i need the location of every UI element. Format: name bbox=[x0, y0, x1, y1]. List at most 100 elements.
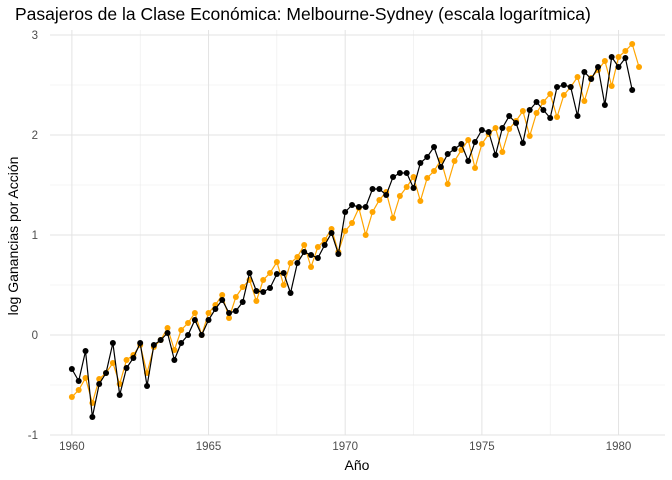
data-point bbox=[219, 297, 226, 303]
data-point bbox=[280, 270, 287, 276]
data-point bbox=[253, 298, 260, 304]
data-point bbox=[171, 357, 178, 363]
data-point bbox=[472, 165, 479, 171]
data-point bbox=[178, 340, 185, 346]
data-point bbox=[574, 74, 581, 80]
data-point bbox=[424, 175, 431, 181]
data-point bbox=[123, 357, 130, 363]
data-point bbox=[239, 284, 246, 290]
data-point bbox=[390, 215, 397, 221]
data-point bbox=[89, 414, 96, 420]
x-tick-label: 1970 bbox=[332, 441, 358, 453]
data-point bbox=[629, 41, 636, 47]
series-0 bbox=[68, 54, 636, 420]
data-point bbox=[301, 242, 308, 248]
y-tick-label: 3 bbox=[32, 30, 38, 42]
data-point bbox=[226, 315, 233, 321]
data-point bbox=[492, 125, 499, 131]
data-point bbox=[636, 64, 643, 70]
y-tick-label: 2 bbox=[32, 130, 38, 142]
data-point bbox=[144, 383, 151, 389]
data-point bbox=[342, 228, 349, 234]
data-point bbox=[308, 264, 315, 270]
data-point bbox=[198, 332, 205, 338]
y-axis-title: log Ganancias por Acción bbox=[5, 157, 21, 316]
data-point bbox=[547, 115, 554, 121]
x-tick-label: 1965 bbox=[196, 441, 222, 453]
data-point bbox=[595, 64, 602, 70]
data-point bbox=[109, 360, 116, 366]
data-point bbox=[191, 317, 198, 323]
data-point bbox=[451, 158, 458, 164]
data-point bbox=[171, 347, 178, 353]
data-point bbox=[294, 254, 301, 260]
data-point bbox=[75, 387, 82, 393]
data-point bbox=[82, 375, 89, 381]
data-point bbox=[417, 160, 424, 166]
data-point bbox=[615, 64, 622, 70]
data-point bbox=[157, 337, 164, 343]
data-point bbox=[492, 152, 499, 158]
data-point bbox=[444, 181, 451, 187]
data-point bbox=[355, 204, 362, 210]
data-point bbox=[581, 98, 588, 104]
data-point bbox=[526, 133, 533, 139]
data-point bbox=[383, 192, 390, 198]
data-point bbox=[499, 125, 506, 131]
data-point bbox=[410, 185, 417, 191]
data-point bbox=[280, 282, 287, 288]
data-point bbox=[560, 82, 567, 88]
data-point bbox=[342, 209, 349, 215]
data-point bbox=[205, 317, 212, 323]
data-point bbox=[185, 320, 192, 326]
data-point bbox=[519, 108, 526, 114]
data-point bbox=[164, 330, 171, 336]
data-point bbox=[554, 114, 561, 120]
data-point bbox=[574, 113, 581, 119]
data-point bbox=[629, 87, 636, 93]
data-point bbox=[431, 144, 438, 150]
data-point bbox=[205, 310, 212, 316]
data-point bbox=[260, 277, 267, 283]
data-point bbox=[191, 310, 198, 316]
data-point bbox=[410, 174, 417, 180]
data-point bbox=[109, 340, 116, 346]
data-point bbox=[287, 290, 294, 296]
data-point bbox=[314, 255, 321, 261]
data-point bbox=[226, 310, 233, 316]
data-point bbox=[601, 58, 608, 64]
data-point bbox=[68, 366, 75, 372]
data-point bbox=[424, 154, 431, 160]
data-point bbox=[622, 48, 629, 54]
data-point bbox=[581, 69, 588, 75]
x-axis-title: Año bbox=[345, 457, 370, 473]
data-point bbox=[116, 392, 123, 398]
data-point bbox=[554, 84, 561, 90]
data-point bbox=[362, 232, 369, 238]
data-point bbox=[608, 83, 615, 89]
data-point bbox=[369, 209, 376, 215]
data-point bbox=[396, 170, 403, 176]
data-point bbox=[608, 54, 615, 60]
data-point bbox=[540, 107, 547, 113]
data-point bbox=[335, 251, 342, 257]
data-point bbox=[362, 204, 369, 210]
x-tick-label: 1975 bbox=[469, 441, 495, 453]
data-point bbox=[232, 294, 239, 300]
data-point bbox=[68, 394, 75, 400]
data-point bbox=[376, 197, 383, 203]
data-point bbox=[567, 84, 574, 90]
data-point bbox=[403, 170, 410, 176]
data-point bbox=[465, 158, 472, 164]
data-point bbox=[267, 285, 274, 291]
minor-gridlines bbox=[50, 30, 665, 435]
data-point bbox=[301, 249, 308, 255]
data-point bbox=[513, 120, 520, 126]
chart-title: Pasajeros de la Clase Económica: Melbour… bbox=[15, 4, 591, 24]
data-point bbox=[185, 332, 192, 338]
data-point bbox=[349, 202, 356, 208]
data-point bbox=[376, 186, 383, 192]
data-point bbox=[478, 141, 485, 147]
data-point bbox=[246, 270, 253, 276]
data-point bbox=[328, 230, 335, 236]
